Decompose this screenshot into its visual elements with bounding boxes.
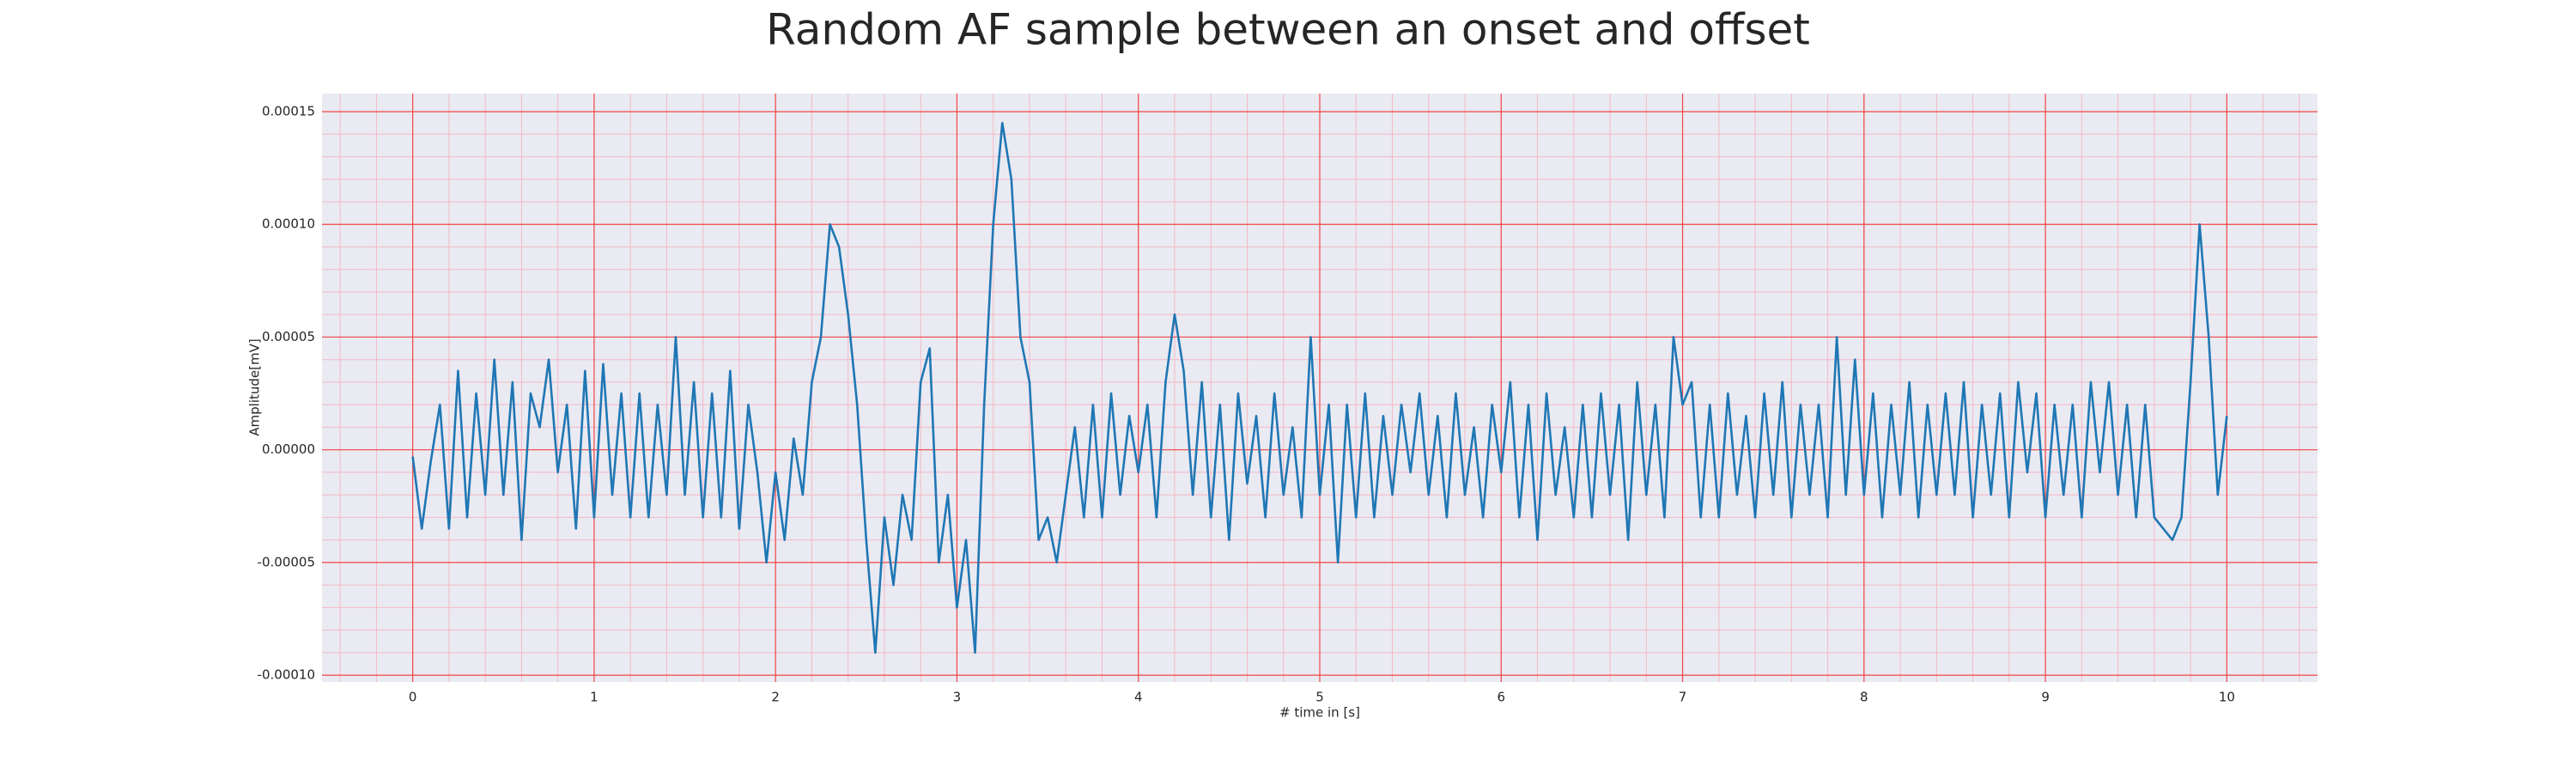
y-tick-label: 0.00015 [262,103,315,119]
x-tick-label: 8 [1860,690,1868,705]
series [411,121,2228,654]
chart-title: Random AF sample between an onset and of… [766,5,1810,55]
x-tick-label: 6 [1497,690,1505,705]
x-tick-label: 3 [953,690,962,705]
y-tick-label: -0.00005 [258,554,315,569]
tick-labels: 0 1 2 3 4 5 6 7 8 9 10 -0.00010 -0.00005 0.00000 0.000… [258,103,2235,704]
x-tick-label: 1 [590,690,598,705]
y-tick-label: 0.00010 [262,216,315,232]
x-tick-label: 2 [771,690,780,705]
x-tick-label: 5 [1315,690,1324,705]
x-tick-label: 10 [2219,690,2235,705]
y-tick-label: -0.00010 [258,667,315,683]
y-axis-label: Amplitude[mV] [247,338,263,435]
y-tick-label: 0.00000 [262,441,315,457]
y-tick-label: 0.00005 [262,329,315,344]
x-tick-label: 0 [409,690,417,705]
x-tick-label: 9 [2041,690,2050,705]
x-axis-label: # time in [s] [1279,705,1360,721]
major-grid [322,94,2318,682]
x-tick-label: 7 [1679,690,1687,705]
signal-line [411,121,2228,654]
x-tick-label: 4 [1134,690,1143,705]
